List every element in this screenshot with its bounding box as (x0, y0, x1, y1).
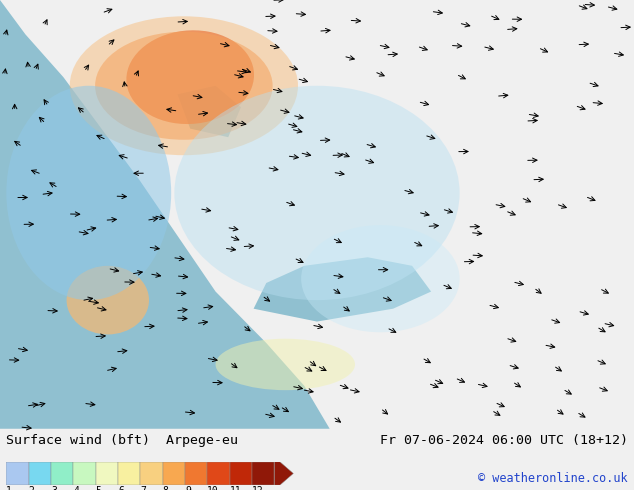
Ellipse shape (216, 339, 355, 390)
Text: 10: 10 (207, 486, 219, 490)
Text: 2: 2 (29, 486, 34, 490)
Bar (185, 462, 207, 485)
Text: 4: 4 (74, 486, 79, 490)
Ellipse shape (95, 32, 273, 140)
Bar (252, 462, 275, 485)
Polygon shape (254, 257, 431, 321)
Bar (6, 462, 29, 485)
Bar (51, 462, 74, 485)
Text: 9: 9 (185, 486, 191, 490)
Bar (118, 462, 140, 485)
Text: 8: 8 (163, 486, 169, 490)
Bar (96, 462, 118, 485)
Text: © weatheronline.co.uk: © weatheronline.co.uk (478, 472, 628, 485)
Text: 7: 7 (140, 486, 146, 490)
Ellipse shape (70, 16, 298, 155)
Ellipse shape (174, 86, 460, 300)
Ellipse shape (67, 266, 149, 335)
Bar (140, 462, 163, 485)
Text: 5: 5 (96, 486, 101, 490)
Text: Fr 07-06-2024 06:00 UTC (18+12): Fr 07-06-2024 06:00 UTC (18+12) (380, 434, 628, 447)
Bar (74, 462, 96, 485)
Ellipse shape (126, 30, 254, 124)
Text: 12: 12 (252, 486, 264, 490)
Bar (163, 462, 185, 485)
Text: 3: 3 (51, 486, 57, 490)
Text: 11: 11 (230, 486, 242, 490)
FancyArrow shape (275, 462, 294, 485)
Polygon shape (178, 86, 241, 137)
Bar (29, 462, 51, 485)
Text: 6: 6 (118, 486, 124, 490)
Text: 1: 1 (6, 486, 12, 490)
Ellipse shape (6, 86, 171, 300)
Bar (230, 462, 252, 485)
Text: Surface wind (bft)  Arpege-eu: Surface wind (bft) Arpege-eu (6, 434, 238, 447)
Bar (207, 462, 230, 485)
Polygon shape (0, 0, 330, 429)
Ellipse shape (301, 225, 460, 332)
